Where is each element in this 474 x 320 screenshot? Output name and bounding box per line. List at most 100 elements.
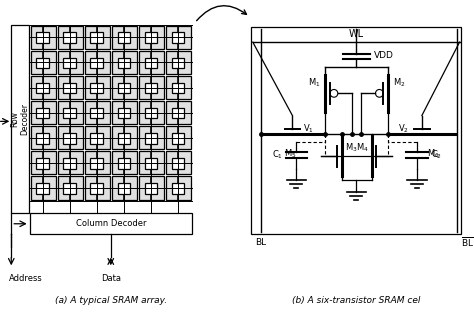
- Bar: [85, 76, 110, 99]
- Bar: [172, 108, 184, 118]
- Text: M$_2$: M$_2$: [393, 77, 405, 89]
- Bar: [172, 183, 184, 194]
- Bar: [64, 133, 76, 144]
- Bar: [85, 151, 110, 174]
- Bar: [58, 126, 83, 149]
- Bar: [58, 176, 83, 200]
- Bar: [58, 26, 83, 49]
- Bar: [91, 108, 103, 118]
- Bar: [31, 151, 56, 174]
- Bar: [58, 101, 83, 124]
- Bar: [139, 151, 164, 174]
- Text: C$_2$: C$_2$: [430, 149, 442, 161]
- Bar: [31, 26, 56, 49]
- Bar: [112, 176, 137, 200]
- Bar: [112, 26, 137, 49]
- Text: M$_5$: M$_5$: [284, 148, 297, 160]
- Bar: [139, 51, 164, 74]
- Text: V$_2$: V$_2$: [398, 123, 409, 135]
- Bar: [166, 151, 191, 174]
- Text: M$_3$: M$_3$: [345, 141, 357, 154]
- Bar: [91, 58, 103, 68]
- Bar: [11, 25, 28, 213]
- Bar: [85, 126, 110, 149]
- Bar: [145, 108, 157, 118]
- Bar: [118, 108, 130, 118]
- Text: Address: Address: [9, 274, 43, 283]
- Text: M$_6$: M$_6$: [427, 148, 439, 160]
- Bar: [31, 76, 56, 99]
- Bar: [145, 58, 157, 68]
- Bar: [64, 158, 76, 169]
- Bar: [36, 108, 49, 118]
- Bar: [145, 83, 157, 93]
- Bar: [58, 151, 83, 174]
- Text: $\overline{\rm BL}$: $\overline{\rm BL}$: [461, 235, 474, 249]
- Bar: [31, 176, 56, 200]
- Bar: [145, 158, 157, 169]
- Bar: [139, 76, 164, 99]
- Bar: [64, 32, 76, 43]
- Bar: [58, 76, 83, 99]
- Bar: [172, 133, 184, 144]
- Text: Row
Decoder: Row Decoder: [10, 103, 30, 135]
- Bar: [166, 76, 191, 99]
- Text: (a) A typical SRAM array.: (a) A typical SRAM array.: [55, 296, 167, 305]
- Bar: [64, 108, 76, 118]
- FancyArrowPatch shape: [197, 6, 246, 21]
- Bar: [31, 126, 56, 149]
- Bar: [112, 151, 137, 174]
- Bar: [118, 158, 130, 169]
- Bar: [139, 176, 164, 200]
- Bar: [172, 32, 184, 43]
- Bar: [85, 26, 110, 49]
- Text: Data: Data: [101, 274, 121, 283]
- Bar: [118, 133, 130, 144]
- Text: WL: WL: [348, 29, 364, 39]
- Bar: [118, 32, 130, 43]
- Bar: [36, 183, 49, 194]
- Bar: [36, 158, 49, 169]
- Text: M$_1$: M$_1$: [308, 77, 320, 89]
- Bar: [166, 26, 191, 49]
- Bar: [91, 32, 103, 43]
- Bar: [112, 76, 137, 99]
- Bar: [85, 51, 110, 74]
- Text: V$_1$: V$_1$: [303, 123, 314, 135]
- Bar: [36, 83, 49, 93]
- Bar: [85, 101, 110, 124]
- Bar: [118, 183, 130, 194]
- Text: M$_4$: M$_4$: [356, 141, 369, 154]
- Bar: [112, 101, 137, 124]
- Bar: [91, 183, 103, 194]
- Text: VDD: VDD: [374, 51, 393, 60]
- Bar: [64, 83, 76, 93]
- Bar: [172, 158, 184, 169]
- Text: (b) A six-transistor SRAM cel: (b) A six-transistor SRAM cel: [292, 296, 420, 305]
- Bar: [36, 58, 49, 68]
- Bar: [172, 83, 184, 93]
- Bar: [145, 133, 157, 144]
- Bar: [145, 32, 157, 43]
- Bar: [91, 133, 103, 144]
- Bar: [172, 58, 184, 68]
- Bar: [139, 26, 164, 49]
- Bar: [36, 32, 49, 43]
- Bar: [31, 101, 56, 124]
- Bar: [31, 51, 56, 74]
- Bar: [166, 101, 191, 124]
- Bar: [64, 58, 76, 68]
- Bar: [91, 158, 103, 169]
- Bar: [58, 51, 83, 74]
- Bar: [145, 183, 157, 194]
- Bar: [64, 183, 76, 194]
- Bar: [251, 27, 462, 234]
- Bar: [112, 51, 137, 74]
- Bar: [118, 83, 130, 93]
- Bar: [36, 133, 49, 144]
- Bar: [166, 51, 191, 74]
- Text: C$_1$: C$_1$: [272, 149, 283, 161]
- Bar: [166, 126, 191, 149]
- Bar: [112, 126, 137, 149]
- Text: Column Decoder: Column Decoder: [75, 219, 146, 228]
